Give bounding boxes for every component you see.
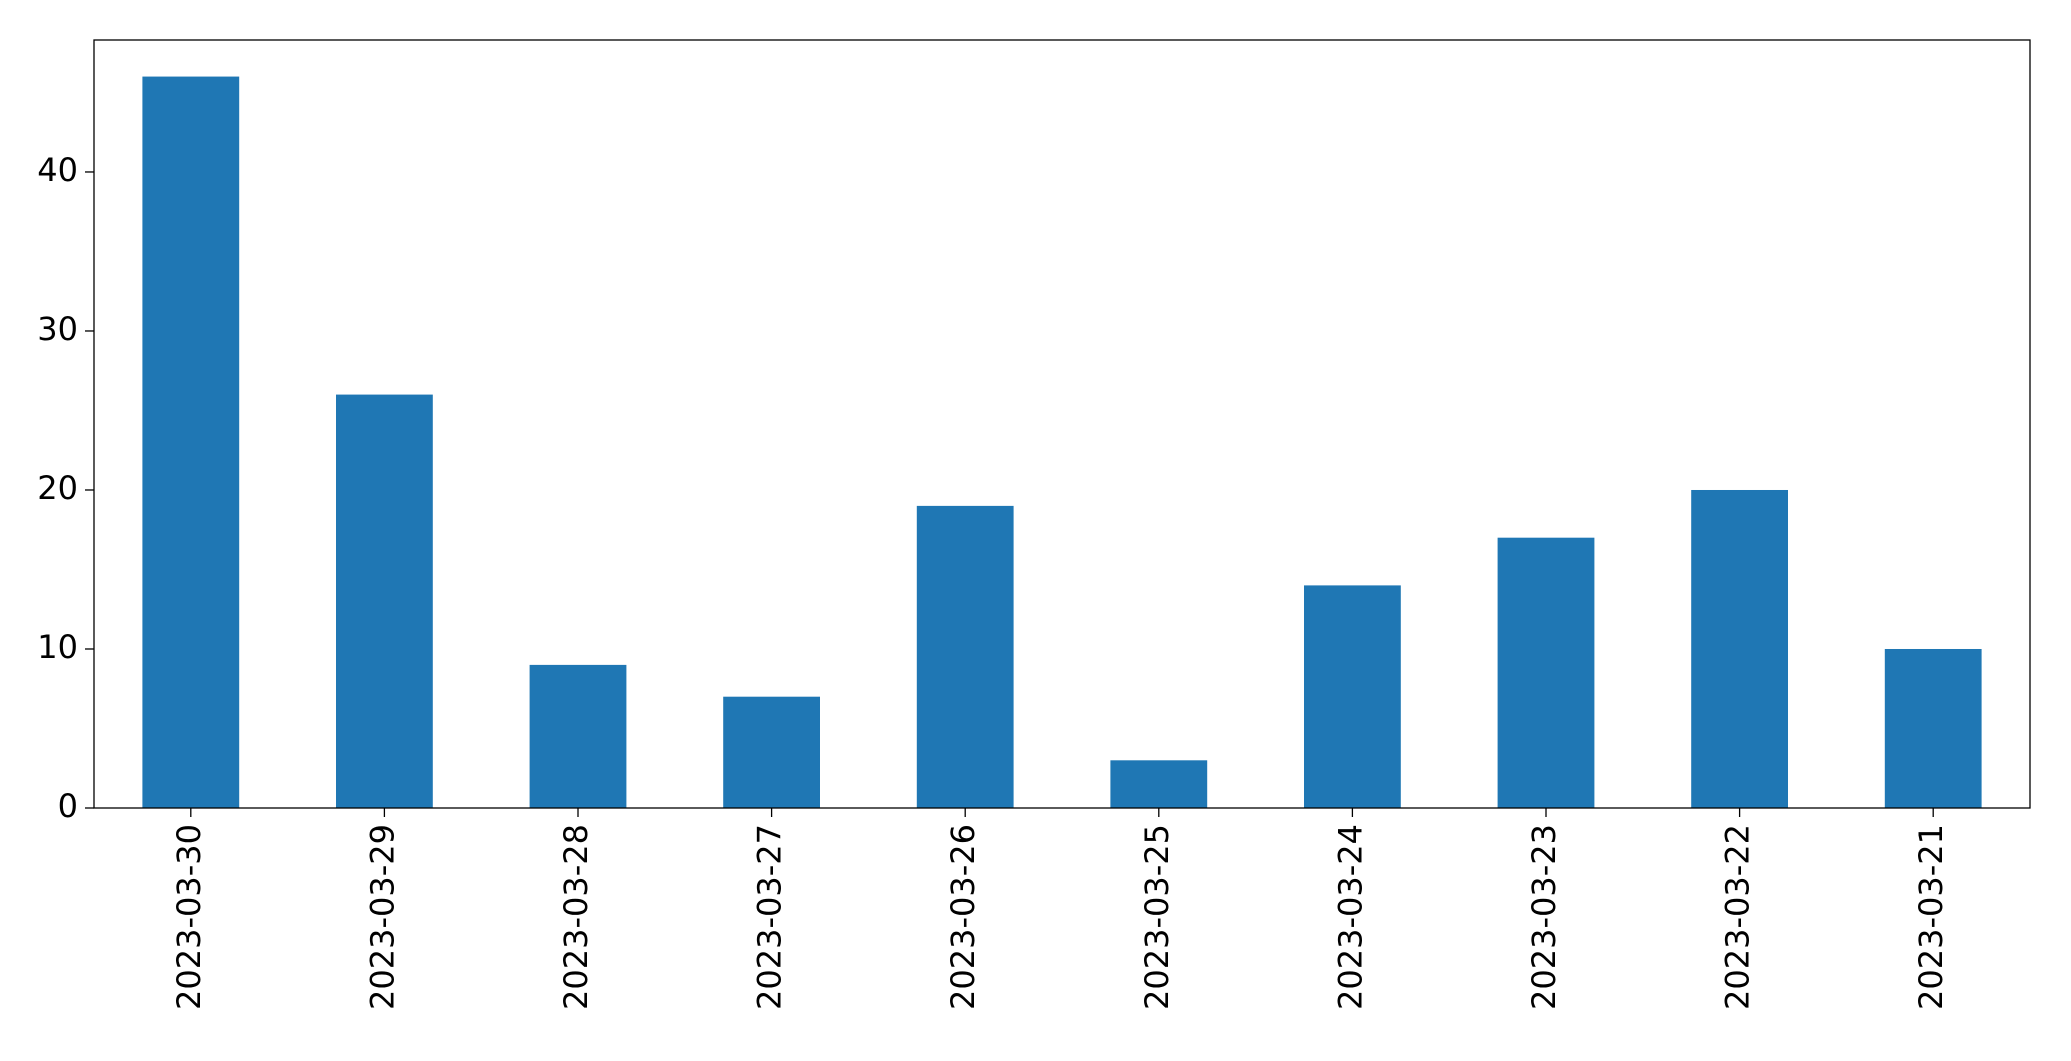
y-tick-label: 40 — [37, 151, 78, 189]
bar — [1304, 585, 1401, 808]
plot-frame — [93, 39, 2031, 809]
x-tick-label: 2023-03-30 — [170, 824, 208, 1010]
x-tick-label: 2023-03-26 — [944, 824, 982, 1010]
bar — [336, 394, 433, 808]
x-tick-label: 2023-03-27 — [751, 824, 789, 1010]
y-tick-label: 30 — [37, 310, 78, 348]
x-tick-label: 2023-03-29 — [363, 824, 401, 1010]
bar — [1497, 537, 1595, 808]
bar — [1110, 760, 1208, 808]
x-tick-label: 2023-03-24 — [1331, 824, 1369, 1010]
x-tick-label: 2023-03-25 — [1138, 824, 1176, 1010]
x-tick-label: 2023-03-28 — [557, 824, 595, 1010]
y-tick-label: 20 — [37, 469, 78, 507]
y-tick-label: 10 — [37, 628, 78, 666]
bar — [916, 505, 1014, 808]
x-tick-label: 2023-03-22 — [1719, 824, 1757, 1010]
bar — [723, 696, 820, 808]
y-tick-label: 0 — [58, 787, 78, 825]
x-tick-label: 2023-03-21 — [1912, 824, 1950, 1010]
x-tick-label: 2023-03-23 — [1525, 824, 1563, 1010]
bar — [1884, 648, 1982, 808]
bar — [142, 76, 240, 809]
bar — [1691, 489, 1788, 808]
bar — [529, 664, 627, 808]
